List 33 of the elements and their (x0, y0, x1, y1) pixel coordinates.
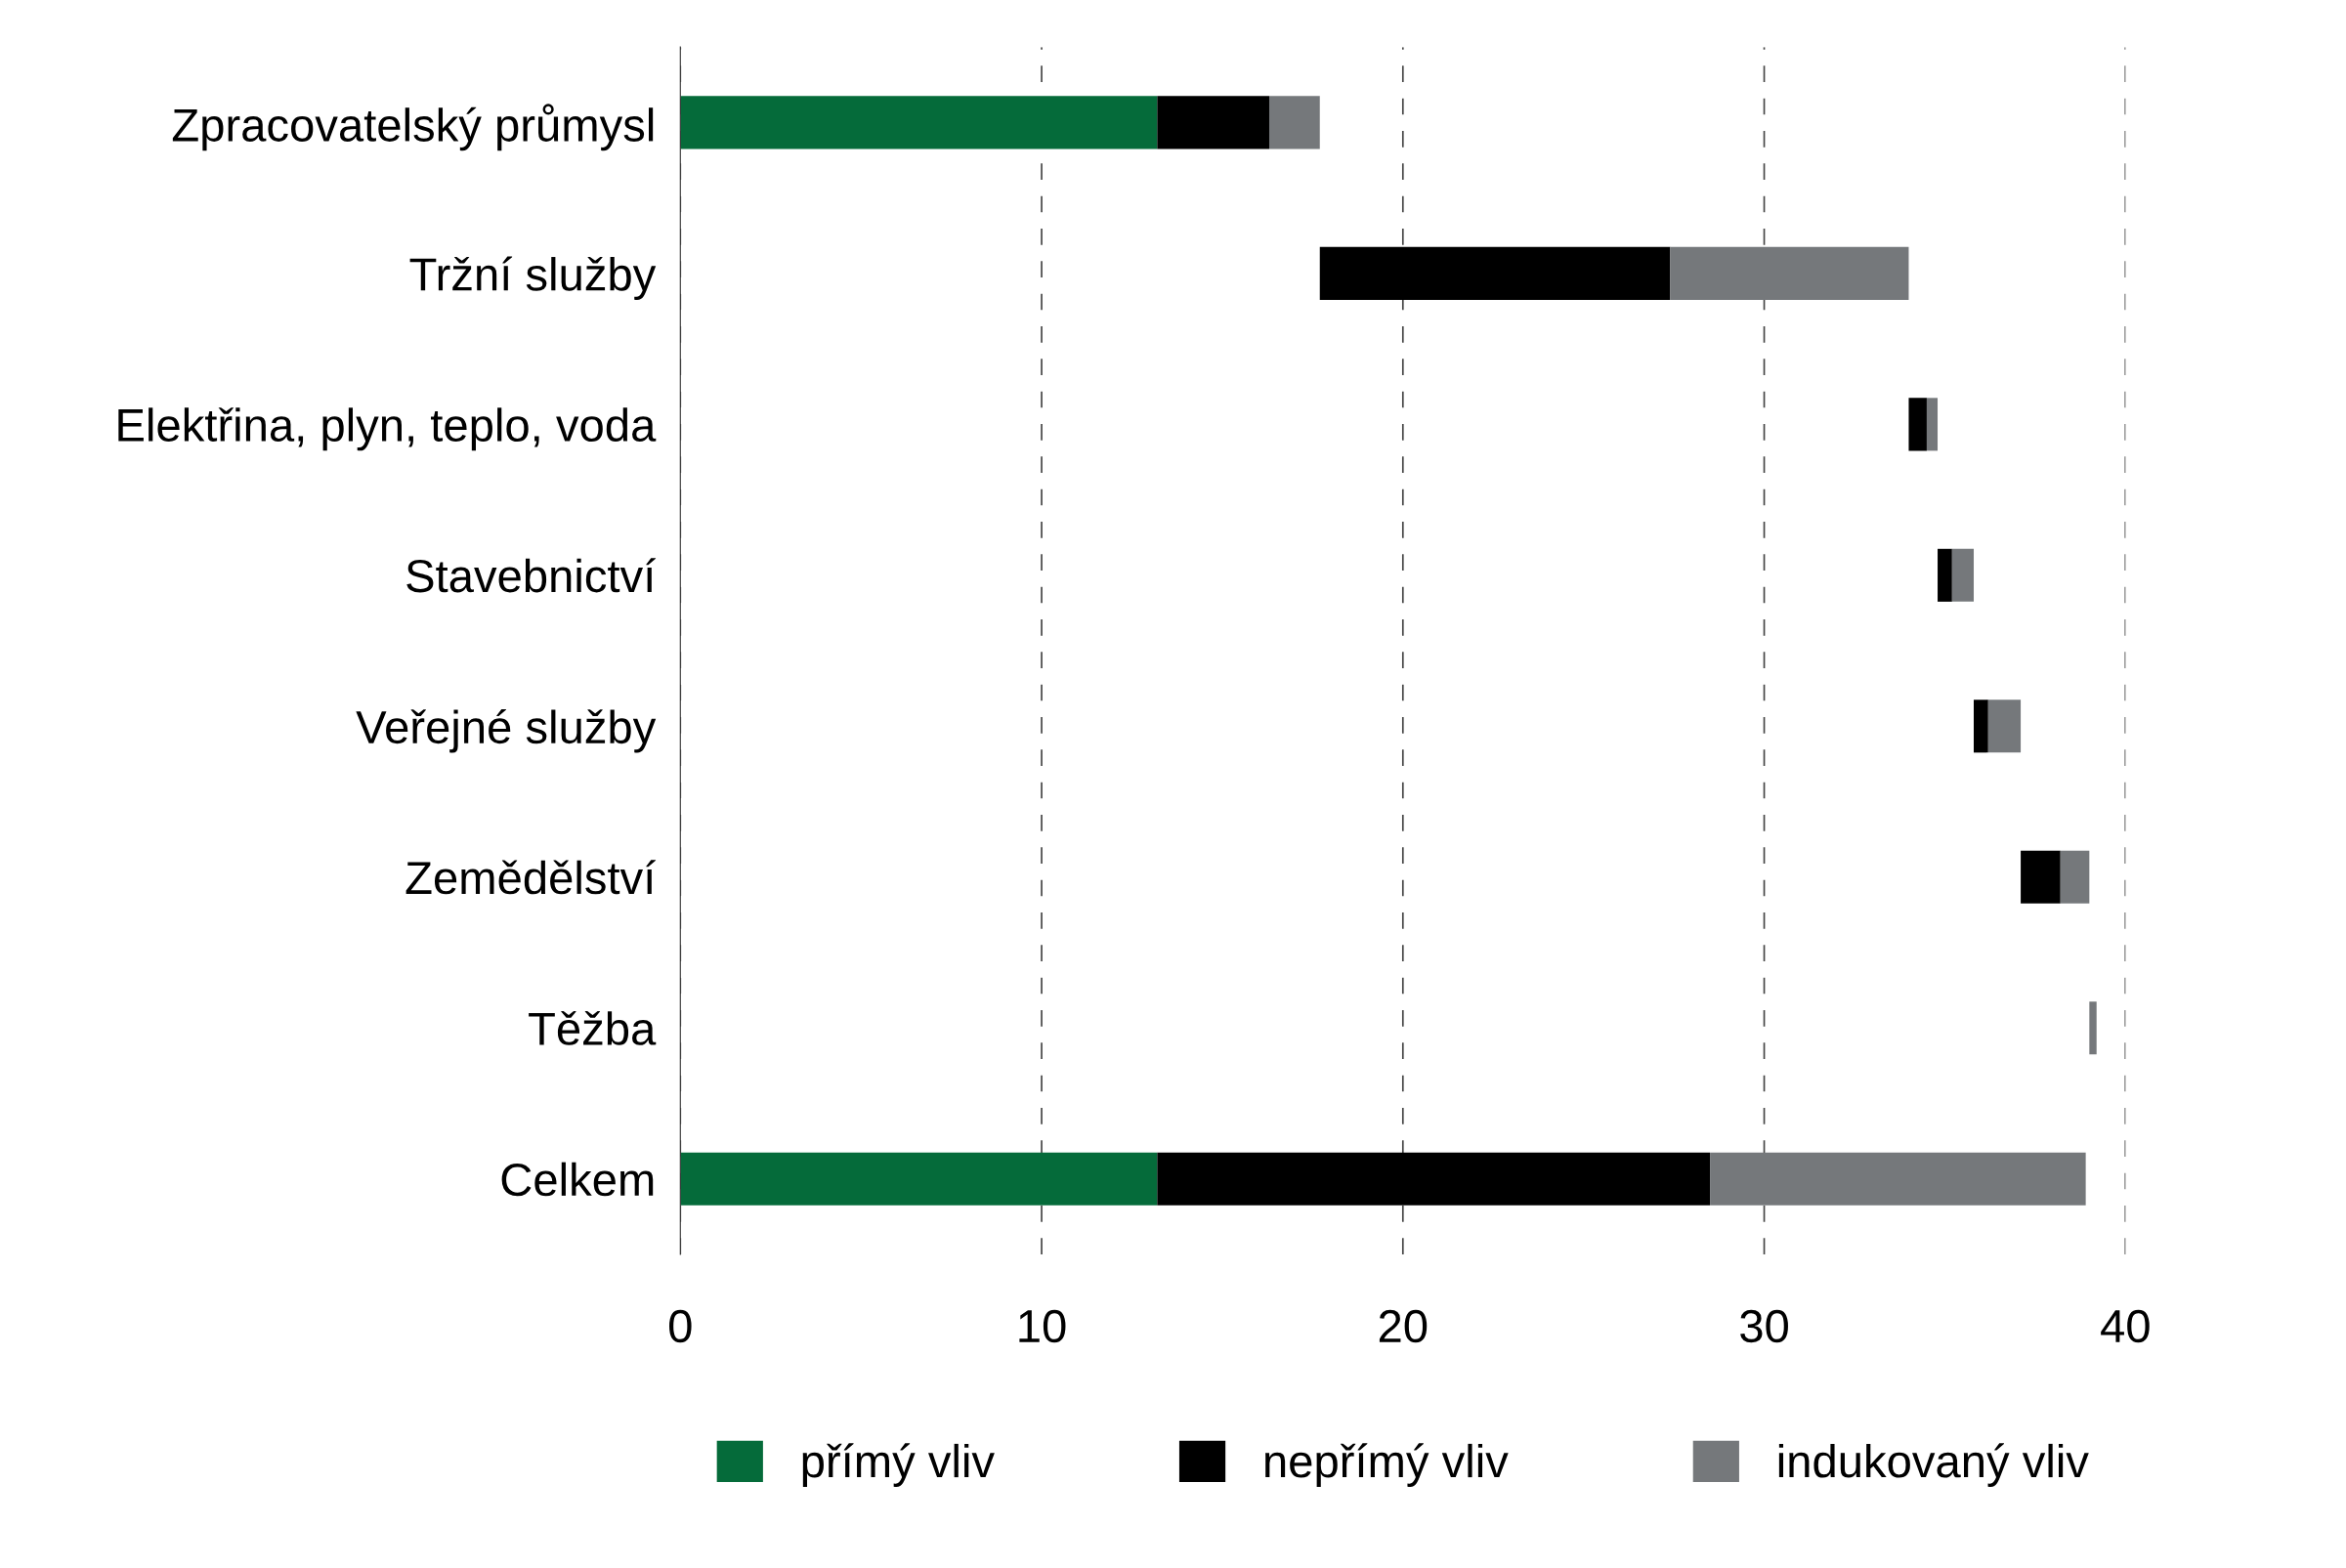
bar (1670, 246, 1909, 300)
bar (1974, 699, 1988, 753)
y-tick-label: Zemědělství (405, 860, 657, 895)
bar (1908, 398, 1927, 451)
x-tick-label: 20 (1379, 1309, 1428, 1343)
bar (680, 96, 1158, 149)
bar (2021, 850, 2061, 904)
x-tick-label: 0 (669, 1309, 692, 1343)
bar (1987, 699, 2022, 753)
y-tick-label: Zpracovatelský průmysl (172, 104, 654, 151)
y-tick-label: Stavebnictví (406, 558, 657, 593)
bar (2060, 850, 2090, 904)
y-tick-label: Celkem (501, 1162, 654, 1197)
legend-label: přímý vliv (802, 1443, 995, 1487)
bar (1157, 1152, 1711, 1206)
bar (1157, 96, 1269, 149)
bar (1710, 1152, 2086, 1206)
bar (1951, 548, 1975, 602)
x-tick-label: 40 (2101, 1309, 2150, 1343)
bar (1319, 246, 1671, 300)
y-tick-label: Elektřina, plyn, teplo, voda (118, 407, 657, 451)
legend-label: indukovaný vliv (1778, 1443, 2089, 1487)
bar (1268, 96, 1320, 149)
legend-label: nepřímý vliv (1265, 1443, 1509, 1487)
x-tick-label: 10 (1019, 1309, 1066, 1343)
y-tick-label: Těžba (529, 1011, 657, 1045)
bar (1926, 398, 1939, 451)
x-tick-label: 30 (1740, 1309, 1788, 1343)
y-tick-label: Tržní služby (409, 256, 657, 301)
bar (1938, 548, 1952, 602)
bar (2089, 1001, 2097, 1055)
y-tick-label: Veřejné služby (356, 708, 657, 753)
bar (680, 1152, 1158, 1206)
